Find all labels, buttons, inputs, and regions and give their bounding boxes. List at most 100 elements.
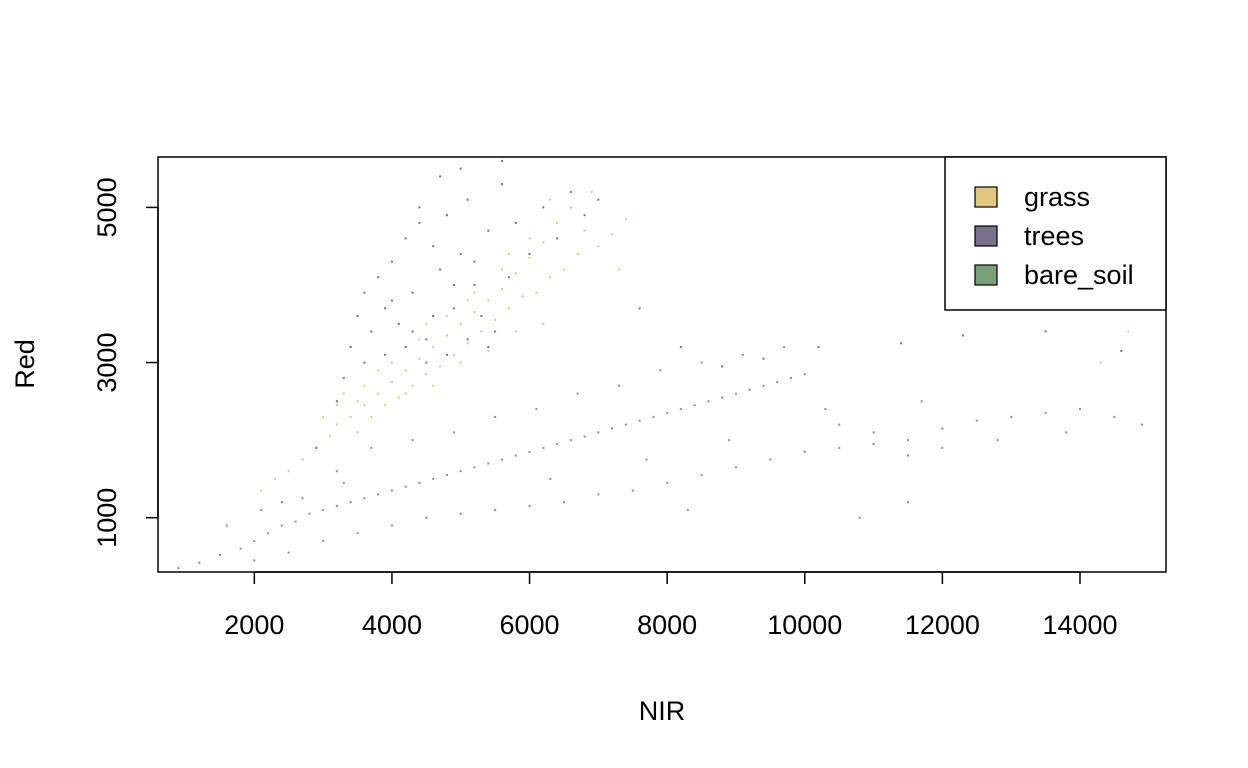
data-point (363, 361, 366, 364)
x-tick-label: 6000 (500, 610, 560, 640)
data-point (432, 477, 435, 480)
data-point (390, 260, 393, 263)
data-point (363, 404, 366, 407)
data-point (920, 400, 923, 403)
data-point (583, 435, 586, 438)
data-point (370, 330, 373, 333)
data-point (390, 299, 393, 302)
data-point (446, 474, 448, 476)
data-point (411, 291, 414, 294)
y-tick-label: 5000 (92, 177, 122, 237)
data-point (507, 253, 510, 255)
data-point (838, 423, 841, 426)
data-point (418, 357, 421, 360)
data-point (439, 268, 442, 271)
data-point (542, 206, 545, 209)
data-point (446, 334, 448, 337)
data-point (397, 396, 400, 399)
data-point (335, 423, 338, 426)
data-point (597, 245, 600, 248)
data-point (838, 446, 841, 449)
data-point (872, 431, 875, 434)
data-point (693, 404, 696, 407)
data-point (941, 446, 944, 449)
data-point (528, 505, 531, 508)
data-point (253, 540, 256, 542)
data-point (549, 276, 552, 279)
data-point (425, 338, 428, 341)
data-point (501, 183, 503, 186)
data-point (487, 346, 490, 348)
data-point (322, 415, 325, 418)
data-point (700, 361, 703, 364)
data-point (218, 553, 221, 556)
data-point (528, 253, 531, 255)
data-point (741, 353, 744, 356)
data-point (569, 439, 572, 442)
data-point (494, 330, 497, 333)
data-point (473, 260, 476, 263)
data-point (1120, 349, 1123, 352)
data-point (1010, 415, 1013, 418)
legend-swatch-grass (974, 186, 998, 208)
data-point (342, 377, 345, 380)
data-point (1044, 412, 1047, 414)
data-point (363, 291, 366, 294)
data-point (542, 322, 545, 325)
data-point (356, 532, 359, 535)
data-point (459, 253, 462, 255)
data-point (459, 361, 462, 364)
data-point (494, 415, 497, 418)
data-point (342, 481, 345, 484)
data-point (411, 439, 414, 442)
data-point (466, 299, 469, 302)
data-point (390, 361, 393, 364)
data-point (404, 237, 407, 240)
data-point (239, 547, 242, 550)
data-point (260, 508, 263, 511)
data-point (501, 159, 503, 162)
data-point (1113, 415, 1116, 418)
data-point (390, 524, 393, 527)
data-point (549, 198, 552, 201)
data-point (666, 481, 669, 484)
data-point (459, 167, 462, 170)
data-point (494, 318, 497, 321)
data-point (480, 315, 483, 317)
data-point (356, 431, 359, 434)
legend: grass trees bare_soil (944, 156, 1167, 311)
data-point (322, 540, 325, 542)
data-point (390, 489, 393, 492)
data-point (329, 435, 331, 438)
data-point (790, 377, 792, 380)
data-point (576, 392, 579, 395)
data-point (459, 470, 462, 473)
data-point (858, 516, 861, 519)
data-point (425, 516, 428, 519)
data-point (411, 384, 414, 387)
data-point (459, 322, 462, 325)
data-point (556, 221, 559, 224)
legend-swatch-bare_soil (974, 264, 998, 286)
data-point (535, 408, 538, 411)
data-point (384, 307, 387, 310)
legend-label-trees: trees (1024, 221, 1084, 251)
data-point (631, 489, 634, 492)
data-point (783, 346, 786, 348)
data-point (418, 481, 421, 484)
data-point (1127, 330, 1130, 333)
data-point (473, 284, 476, 286)
data-point (425, 322, 428, 325)
data-point (370, 446, 373, 449)
data-point (404, 369, 407, 372)
data-point (487, 299, 490, 302)
data-point (721, 396, 724, 399)
data-point (762, 384, 765, 387)
data-point (287, 470, 290, 473)
data-point (363, 497, 366, 500)
data-point (700, 474, 703, 476)
data-point (473, 311, 476, 314)
data-point (411, 330, 414, 333)
data-point (335, 400, 338, 403)
